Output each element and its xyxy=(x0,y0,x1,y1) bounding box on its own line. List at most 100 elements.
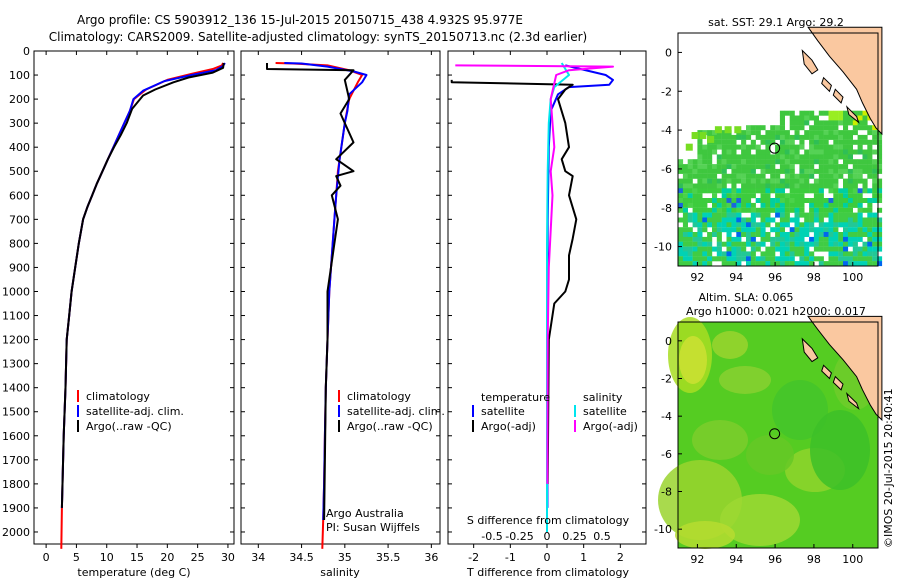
sst-cell xyxy=(760,222,766,228)
sst-cell xyxy=(726,212,732,218)
sst-cell xyxy=(697,159,703,165)
sst-cell xyxy=(823,130,829,136)
sst-cell xyxy=(847,193,853,199)
sst-cell xyxy=(804,261,810,267)
sst-cell xyxy=(828,130,834,136)
depth-tick-label: 1300 xyxy=(2,358,30,371)
sst-cell xyxy=(775,222,781,228)
sst-cell xyxy=(750,222,756,228)
sst-cell xyxy=(872,251,878,257)
sst-cell xyxy=(712,227,718,233)
sst-cell xyxy=(779,183,785,189)
sst-cell xyxy=(843,193,849,199)
sst-cell xyxy=(813,154,819,160)
sst-cell xyxy=(726,193,732,199)
sst-cell xyxy=(818,193,824,199)
depth-tick-label: 0 xyxy=(23,45,30,58)
sst-cell xyxy=(828,202,834,208)
sst-cell xyxy=(736,236,742,242)
sst-cell xyxy=(746,178,752,184)
sst-cell xyxy=(755,256,761,262)
sst-cell xyxy=(818,130,824,136)
sst-cell xyxy=(857,110,863,116)
sst-cell xyxy=(838,144,844,150)
latitude-tick-label: -8 xyxy=(661,486,672,499)
x-tick-label: 34.5 xyxy=(289,551,314,564)
sst-cell xyxy=(877,178,883,184)
legend-salinity-header: salinity xyxy=(583,391,623,404)
sst-cell xyxy=(852,256,858,262)
sst-cell xyxy=(731,193,737,199)
sst-cell xyxy=(862,115,868,121)
sst-cell xyxy=(789,217,795,223)
sst-cell xyxy=(809,115,815,121)
sst-cell xyxy=(736,256,742,262)
sst-cell xyxy=(789,125,795,131)
sst-cell xyxy=(736,168,742,174)
sst-cell xyxy=(838,130,844,136)
sst-cell xyxy=(813,212,819,218)
sst-cell xyxy=(804,159,810,165)
sst-cell xyxy=(741,154,747,160)
x-tick-label: 10 xyxy=(100,551,114,564)
sst-cell xyxy=(702,256,708,262)
sst-cell xyxy=(813,178,819,184)
sst-cell xyxy=(721,261,727,267)
sst-cell xyxy=(746,198,752,203)
sst-cell xyxy=(838,149,844,155)
sst-cell xyxy=(755,134,761,140)
sst-cell xyxy=(712,212,718,218)
sst-cell xyxy=(809,168,815,174)
s-tick-label: -0.25 xyxy=(505,530,533,543)
sst-cell xyxy=(877,168,883,174)
sst-cell xyxy=(857,120,863,126)
sst-cell xyxy=(746,217,752,223)
sst-cell xyxy=(765,246,771,252)
sst-cell xyxy=(692,217,698,223)
sst-cell xyxy=(678,256,684,262)
sst-cell xyxy=(872,222,878,228)
sst-cell xyxy=(750,164,756,170)
sst-cell xyxy=(731,144,737,150)
sst-cell xyxy=(750,168,756,174)
temperature-panel: 0 5 10 15 20 25 30 0 100 200 300 400 500 600 700 800 90… xyxy=(2,45,235,579)
sumatra-land xyxy=(807,26,883,136)
sst-cell xyxy=(726,178,732,184)
sst-cell xyxy=(857,149,863,155)
sst-cell xyxy=(682,227,688,233)
sst-cell xyxy=(750,207,756,213)
sst-cell xyxy=(779,227,785,233)
depth-tick-label: 600 xyxy=(9,189,30,202)
sst-cell xyxy=(702,178,708,184)
sst-cell xyxy=(746,256,752,262)
sst-cell xyxy=(682,173,688,179)
sst-cell xyxy=(843,130,849,136)
sst-cell xyxy=(833,217,839,223)
sst-cell xyxy=(692,188,698,194)
legend-s-satellite-label: satellite xyxy=(583,405,627,418)
sst-cell xyxy=(862,246,868,252)
sst-cell xyxy=(721,154,727,160)
depth-tick-label: 1200 xyxy=(2,334,30,347)
sst-cell xyxy=(712,134,718,140)
sst-cell xyxy=(721,144,727,150)
sst-map-frame xyxy=(677,32,879,267)
sst-cell xyxy=(799,183,805,189)
sst-cell xyxy=(847,115,853,121)
sst-cell xyxy=(838,232,844,237)
sst-cell xyxy=(862,256,868,262)
sst-cell xyxy=(809,159,815,165)
sst-cell xyxy=(682,207,688,213)
sst-cell xyxy=(726,164,732,170)
sst-cell xyxy=(818,134,824,140)
sst-cell xyxy=(775,207,781,213)
sst-cell xyxy=(726,134,732,140)
sst-cell xyxy=(692,251,698,257)
sst-cell xyxy=(872,261,878,267)
argo-australia-label: Argo Australia xyxy=(326,507,404,520)
sst-cell xyxy=(809,217,815,223)
sst-cell xyxy=(833,188,839,194)
sst-cell xyxy=(857,212,863,218)
sst-cell xyxy=(741,198,747,203)
sst-cell xyxy=(692,256,698,262)
